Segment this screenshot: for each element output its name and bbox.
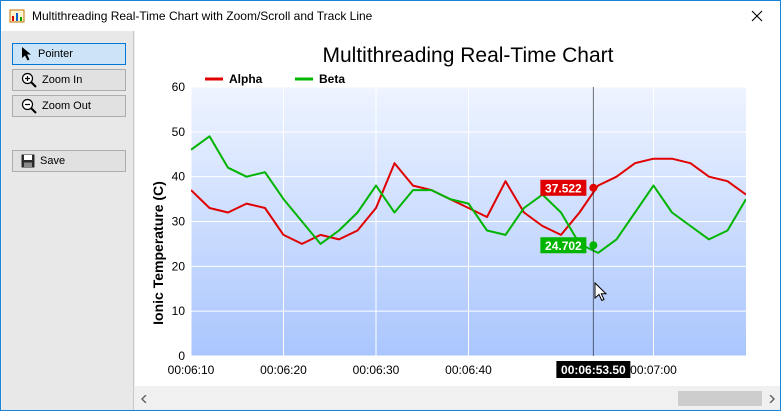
y-tick-label: 20 bbox=[172, 259, 186, 273]
series-line-beta bbox=[191, 135, 746, 254]
app-icon bbox=[9, 9, 25, 23]
window-title: Multithreading Real-Time Chart with Zoom… bbox=[32, 9, 373, 23]
y-tick-label: 10 bbox=[172, 304, 186, 318]
y-tick-label: 50 bbox=[172, 125, 186, 139]
pointer-icon bbox=[22, 47, 31, 61]
zoom-in-label: Zoom In bbox=[42, 74, 83, 86]
x-tick-label: 00:07:00 bbox=[630, 363, 677, 377]
y-tick-label: 40 bbox=[172, 170, 186, 184]
save-icon bbox=[21, 154, 35, 168]
chart-viewer[interactable]: 0 10 20 30 40 50 60 00:06:10 00:06:20 00:06:30 00… bbox=[135, 31, 780, 386]
chevron-right-icon bbox=[769, 394, 775, 403]
y-axis-label: Ionic Temperature (C) bbox=[150, 181, 166, 325]
mouse-cursor-icon bbox=[594, 281, 608, 302]
legend-label-beta: Beta bbox=[319, 72, 345, 86]
zoom-out-button[interactable]: Zoom Out bbox=[12, 95, 126, 117]
pointer-button[interactable]: Pointer bbox=[12, 43, 126, 65]
y-tick-label: 30 bbox=[172, 215, 186, 229]
track-value-label-alpha: 37.522 bbox=[545, 181, 582, 195]
track-time-label: 00:06:53.50 bbox=[561, 363, 626, 377]
track-value-label-beta: 24.702 bbox=[545, 239, 582, 253]
track-dot-alpha bbox=[589, 183, 598, 192]
horizontal-scrollbar[interactable] bbox=[135, 389, 780, 408]
scrollbar-thumb[interactable] bbox=[678, 391, 762, 406]
series-line-alpha bbox=[191, 157, 746, 245]
scroll-right-button[interactable] bbox=[763, 389, 780, 408]
pointer-label: Pointer bbox=[38, 48, 73, 60]
chevron-left-icon bbox=[140, 394, 146, 403]
title-bar[interactable]: Multithreading Real-Time Chart with Zoom… bbox=[1, 1, 780, 31]
y-tick-label: 60 bbox=[172, 80, 186, 94]
zoom-in-icon bbox=[21, 72, 37, 88]
x-tick-label: 00:06:30 bbox=[353, 363, 400, 377]
close-button[interactable] bbox=[734, 1, 780, 31]
zoom-out-label: Zoom Out bbox=[42, 100, 91, 112]
left-toolbar: Pointer Zoom In Zoom Out Save bbox=[2, 31, 134, 410]
save-label: Save bbox=[40, 155, 66, 167]
chart-svg[interactable]: 0 10 20 30 40 50 60 00:06:10 00:06:20 00:06:30 00… bbox=[135, 31, 780, 386]
x-tick-label: 00:06:10 bbox=[168, 363, 215, 377]
legend-label-alpha: Alpha bbox=[229, 72, 263, 86]
zoom-out-icon bbox=[21, 98, 37, 114]
x-tick-label: 00:06:20 bbox=[260, 363, 307, 377]
chart-title: Multithreading Real-Time Chart bbox=[323, 44, 614, 67]
close-icon bbox=[751, 10, 763, 22]
track-dot-beta bbox=[589, 241, 598, 250]
scroll-left-button[interactable] bbox=[135, 389, 152, 408]
track-value-box-alpha bbox=[540, 179, 587, 196]
save-button[interactable]: Save bbox=[12, 150, 126, 172]
track-value-box-beta bbox=[540, 237, 587, 254]
x-tick-label: 00:06:40 bbox=[445, 363, 492, 377]
zoom-in-button[interactable]: Zoom In bbox=[12, 69, 126, 91]
y-tick-label: 0 bbox=[178, 349, 185, 363]
track-time-label-box bbox=[556, 361, 631, 378]
